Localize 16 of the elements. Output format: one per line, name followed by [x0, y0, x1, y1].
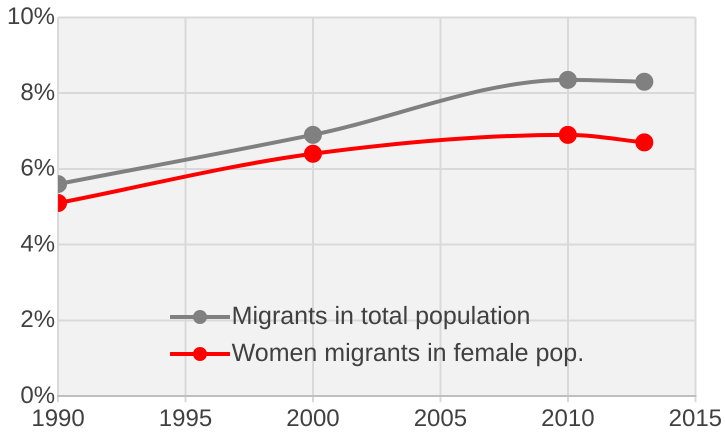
- y-tick-label: 4%: [20, 230, 56, 258]
- point: [558, 126, 577, 144]
- legend-label: Women migrants in female pop.: [232, 339, 584, 368]
- x-tick-label: 1995: [158, 405, 212, 432]
- y-tick-label: 6%: [20, 154, 56, 182]
- point: [635, 133, 654, 152]
- y-tick-label: 2%: [20, 306, 56, 334]
- y-tick-label: 8%: [20, 78, 56, 106]
- legend-label: Migrants in total population: [232, 302, 530, 332]
- x-tick-label: 2010: [541, 405, 595, 432]
- point: [635, 72, 654, 91]
- x-tick-label: 2015: [668, 405, 722, 432]
- x-tick-label: 2005: [414, 405, 468, 432]
- y-tick-label: 10%: [6, 3, 56, 30]
- point: [558, 70, 577, 89]
- x-tick-label: 2000: [286, 405, 340, 432]
